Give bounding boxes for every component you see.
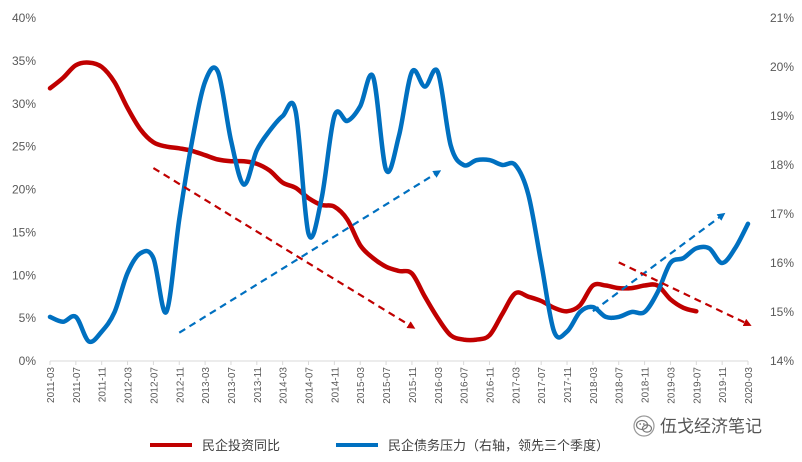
left-tick-label: 5% [19, 311, 37, 325]
left-tick-label: 10% [12, 268, 36, 282]
x-tick-label: 2017-03 [511, 367, 522, 404]
left-tick-label: 35% [12, 54, 36, 68]
left-tick-label: 25% [12, 140, 36, 154]
x-tick-label: 2013-03 [201, 367, 212, 404]
x-tick-label: 2012-11 [175, 367, 186, 403]
watermark: 伍戈经济笔记 [633, 415, 762, 437]
x-tick-label: 2013-11 [253, 367, 264, 403]
x-tick-label: 2012-07 [149, 367, 160, 404]
x-tick-label: 2017-07 [537, 367, 548, 404]
right-tick-label: 14% [770, 354, 794, 368]
right-tick-label: 17% [770, 207, 794, 221]
right-tick-label: 18% [770, 158, 794, 172]
axes: 0% 5% 10% 15% 20% 25% 30% 35% 40% 14% 15% 16% 17% 18%… [12, 11, 794, 404]
x-tick-label: 2011-03 [46, 367, 57, 403]
x-tick-label: 2011-07 [72, 367, 83, 403]
x-tick-label: 2016-11 [485, 367, 496, 403]
x-tick-label: 2015-07 [382, 367, 393, 404]
x-tick-label: 2019-11 [718, 367, 729, 403]
x-tick-label: 2018-07 [615, 367, 626, 404]
x-tick-label: 2014-07 [305, 367, 316, 404]
left-tick-label: 15% [12, 225, 36, 239]
plot-area [47, 60, 752, 345]
series-line-1 [47, 60, 699, 343]
series-line-2 [47, 65, 751, 345]
trend-arrow-1 [152, 167, 416, 329]
x-tick-label: 2014-03 [279, 367, 290, 404]
right-tick-label: 15% [770, 305, 794, 319]
trend-arrow-3 [592, 212, 726, 313]
x-tick-label: 2018-11 [641, 367, 652, 403]
x-tick-label: 2011-11 [98, 367, 109, 403]
wechat-icon [633, 415, 655, 437]
left-tick-label: 40% [12, 11, 36, 25]
right-tick-label: 19% [770, 109, 794, 123]
left-tick-label: 20% [12, 183, 36, 197]
x-tick-label: 2016-07 [460, 367, 471, 404]
watermark-text: 伍戈经济笔记 [660, 417, 762, 437]
x-tick-label: 2018-03 [589, 367, 600, 404]
right-tick-label: 16% [770, 256, 794, 270]
legend-label-series-1: 民企投资同比 [202, 438, 280, 454]
x-tick-label: 2013-07 [227, 367, 238, 404]
x-tick-label: 2017-11 [563, 367, 574, 403]
x-tick-label: 2015-11 [408, 367, 419, 403]
legend-label-series-2: 民企债务压力（右轴，领先三个季度） [388, 438, 609, 454]
left-tick-label: 30% [12, 97, 36, 111]
legend: 民企投资同比 民企债务压力（右轴，领先三个季度） [150, 438, 609, 454]
x-tick-label: 2019-07 [692, 367, 703, 404]
x-tick-label: 2019-03 [666, 367, 677, 404]
x-tick-label: 2014-11 [330, 367, 341, 403]
x-tick-label: 2015-03 [356, 367, 367, 404]
x-tick-label: 2016-03 [434, 367, 445, 404]
x-tick-label: 2012-03 [124, 367, 135, 404]
left-tick-label: 0% [19, 354, 37, 368]
right-tick-label: 21% [770, 11, 794, 25]
x-tick-label: 2020-03 [744, 367, 755, 404]
right-tick-label: 20% [770, 60, 794, 74]
trend-arrow-2 [178, 170, 442, 334]
